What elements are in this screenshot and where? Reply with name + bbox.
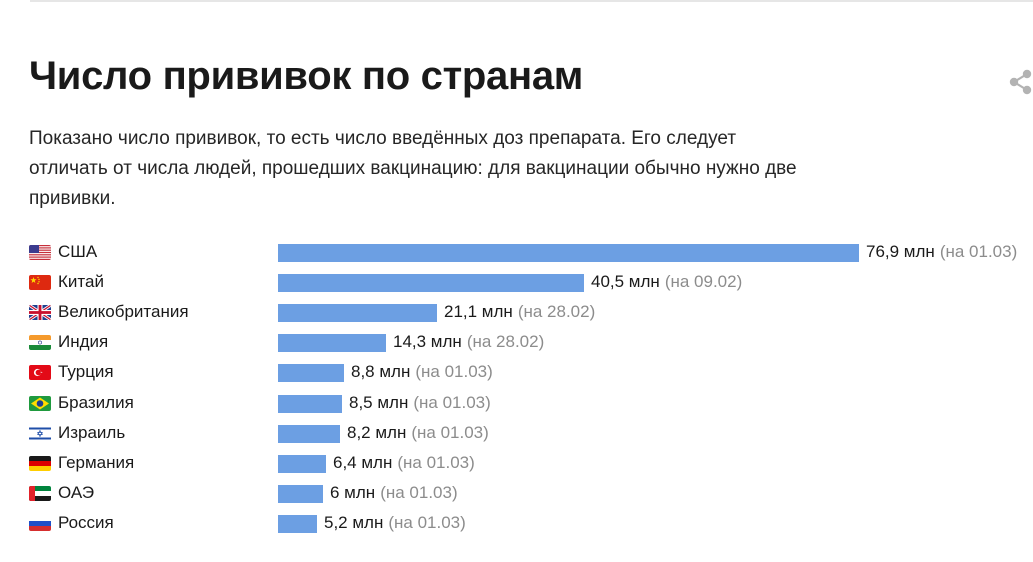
cn-flag-icon xyxy=(29,275,51,290)
chart-row: Великобритания 21,1 млн (на 28.02) xyxy=(0,298,1033,328)
chart-row: Россия 5,2 млн (на 01.03) xyxy=(0,509,1033,539)
value-label: 21,1 млн xyxy=(444,302,513,321)
date-label: (на 01.03) xyxy=(413,393,491,412)
data-label: 8,2 млн (на 01.03) xyxy=(347,422,489,444)
data-label: 76,9 млн (на 01.03) xyxy=(866,241,1017,263)
il-flag-icon xyxy=(29,426,51,441)
date-label: (на 01.03) xyxy=(939,242,1018,261)
bar xyxy=(278,395,342,413)
value-label: 14,3 млн xyxy=(393,332,462,351)
bar xyxy=(278,485,323,503)
category-label: ОАЭ xyxy=(58,483,95,502)
bar xyxy=(278,304,437,322)
de-flag-icon xyxy=(29,456,51,471)
data-label: 8,5 млн (на 01.03) xyxy=(349,392,491,414)
value-label: 5,2 млн xyxy=(324,513,384,532)
data-label: 8,8 млн (на 01.03) xyxy=(351,361,493,383)
bar xyxy=(278,425,340,443)
date-label: (на 28.02) xyxy=(466,332,545,351)
bar xyxy=(278,455,326,473)
bar xyxy=(278,334,386,352)
category-label: Великобритания xyxy=(58,302,189,321)
chart-row: Израиль 8,2 млн (на 01.03) xyxy=(0,419,1033,449)
data-label: 6,4 млн (на 01.03) xyxy=(333,452,475,474)
date-label: (на 01.03) xyxy=(388,513,466,532)
date-label: (на 01.03) xyxy=(380,483,458,502)
chart-row: Германия 6,4 млн (на 01.03) xyxy=(0,449,1033,479)
category-label: Индия xyxy=(58,332,109,351)
bar xyxy=(278,274,584,292)
value-label: 8,8 млн xyxy=(351,362,411,381)
value-label: 8,5 млн xyxy=(349,393,409,412)
value-label: 76,9 млн xyxy=(866,242,935,261)
chart-row: Турция 8,8 млн (на 01.03) xyxy=(0,358,1033,388)
bar xyxy=(278,244,859,262)
data-label: 40,5 млн (на 09.02) xyxy=(591,271,742,293)
chart-row: ОАЭ 6 млн (на 01.03) xyxy=(0,479,1033,509)
data-label: 5,2 млн (на 01.03) xyxy=(324,512,466,534)
data-label: 14,3 млн (на 28.02) xyxy=(393,331,544,353)
value-label: 6 млн xyxy=(330,483,376,502)
tr-flag-icon xyxy=(29,365,51,380)
share-icon[interactable] xyxy=(1008,69,1033,95)
chart-row: Индия 14,3 млн (на 28.02) xyxy=(0,328,1033,358)
chart-row: Китай 40,5 млн (на 09.02) xyxy=(0,268,1033,298)
chart-row: Бразилия 8,5 млн (на 01.03) xyxy=(0,389,1033,419)
date-label: (на 09.02) xyxy=(664,272,743,291)
category-label: Китай xyxy=(58,272,104,291)
gb-flag-icon xyxy=(29,305,51,320)
in-flag-icon xyxy=(29,335,51,350)
us-flag-icon xyxy=(29,245,51,260)
value-label: 8,2 млн xyxy=(347,423,407,442)
category-label: США xyxy=(58,242,98,261)
date-label: (на 01.03) xyxy=(415,362,493,381)
category-label: Россия xyxy=(58,513,114,532)
date-label: (на 01.03) xyxy=(397,453,475,472)
chart-description: Показано число прививок, то есть число в… xyxy=(29,128,797,209)
top-divider xyxy=(30,0,1033,2)
bar-chart: США 76,9 млн (на 01.03) Китай 40,5 млн (на 09… xyxy=(0,238,1033,538)
page-title: Число прививок по странам xyxy=(29,54,584,98)
bar xyxy=(278,364,344,382)
value-label: 40,5 млн xyxy=(591,272,660,291)
date-label: (на 28.02) xyxy=(517,302,596,321)
bar xyxy=(278,515,317,533)
value-label: 6,4 млн xyxy=(333,453,393,472)
category-label: Бразилия xyxy=(58,393,134,412)
category-label: Израиль xyxy=(58,423,126,442)
category-label: Турция xyxy=(58,362,114,381)
br-flag-icon xyxy=(29,396,51,411)
category-label: Германия xyxy=(58,453,135,472)
chart-row: США 76,9 млн (на 01.03) xyxy=(0,238,1033,268)
data-label: 21,1 млн (на 28.02) xyxy=(444,301,595,323)
ae-flag-icon xyxy=(29,486,51,501)
ru-flag-icon xyxy=(29,516,51,531)
date-label: (на 01.03) xyxy=(411,423,489,442)
data-label: 6 млн (на 01.03) xyxy=(330,482,458,504)
